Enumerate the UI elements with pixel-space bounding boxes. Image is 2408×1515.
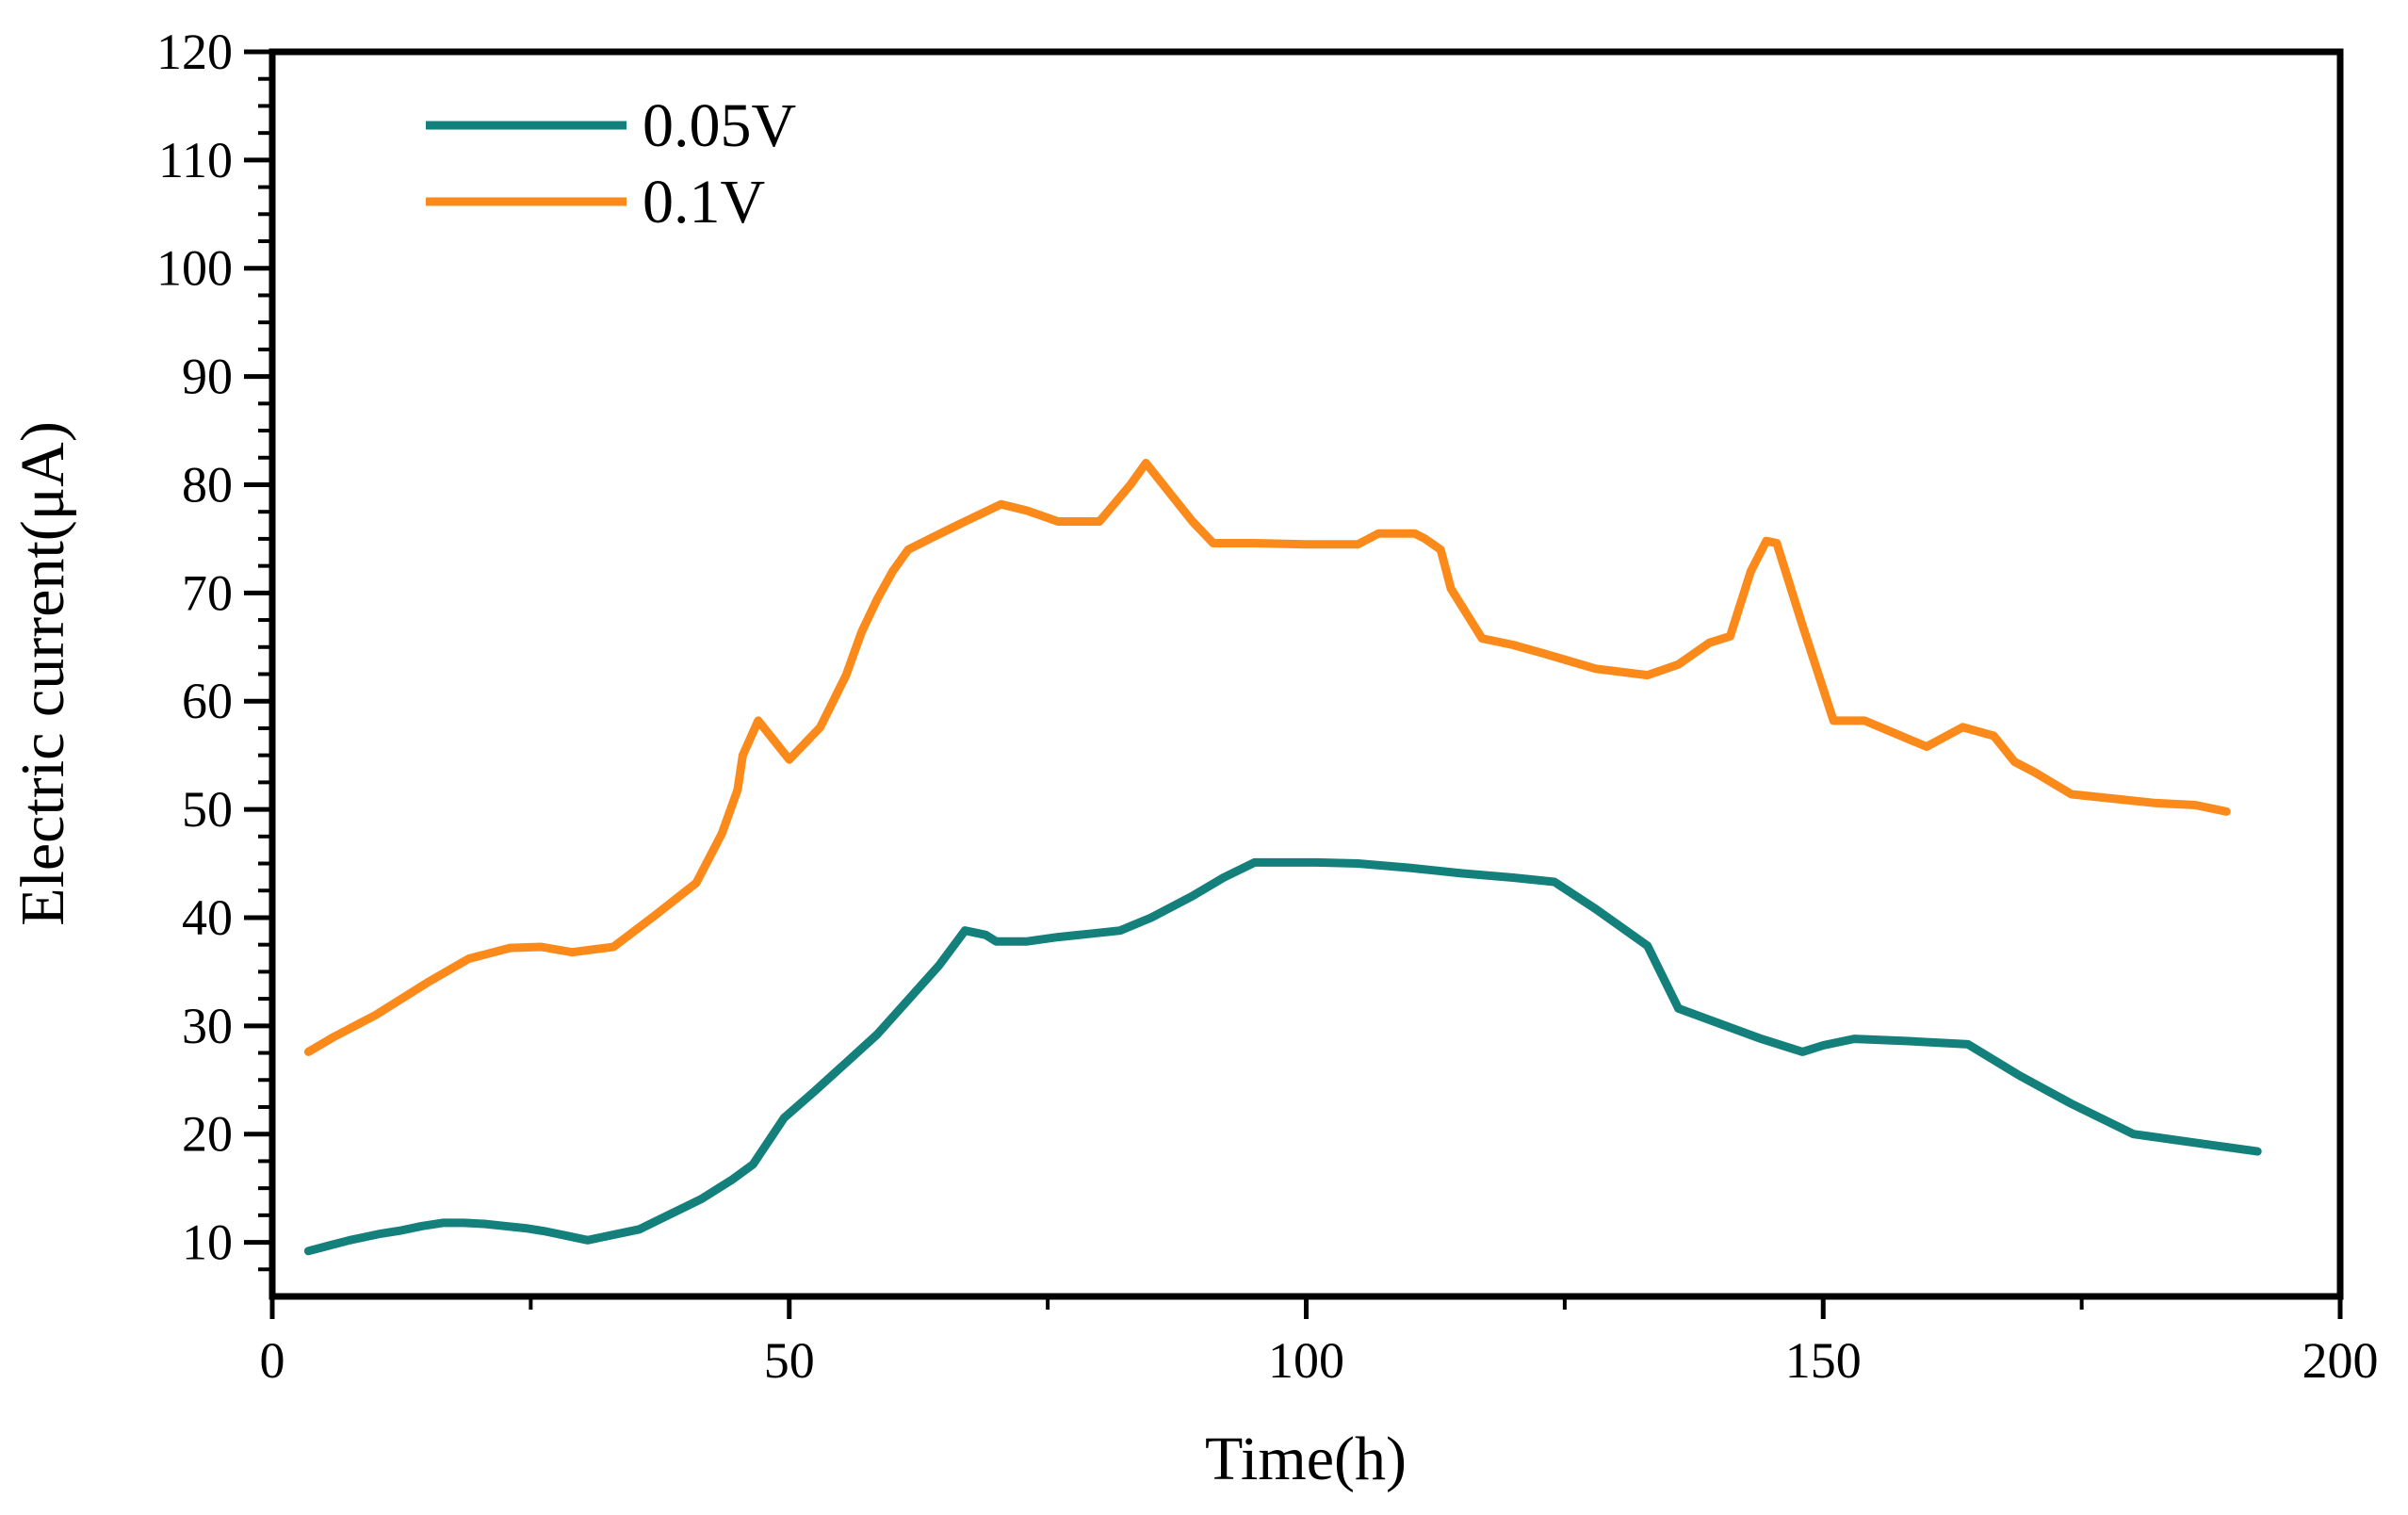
y-tick-label: 110	[158, 132, 233, 188]
y-tick-label: 30	[182, 998, 233, 1054]
legend-label-0.05v: 0.05V	[643, 91, 796, 160]
x-tick-label: 150	[1785, 1332, 1862, 1389]
y-tick-label: 80	[182, 456, 233, 513]
y-tick-label: 90	[182, 349, 233, 405]
y-tick-label: 40	[182, 889, 233, 946]
legend-label-0.1v: 0.1V	[643, 168, 765, 236]
series-line-0.05v	[303, 857, 2262, 1256]
y-tick-label: 60	[182, 673, 233, 729]
y-tick-label: 10	[182, 1214, 233, 1271]
x-axis: 0 50 100 150 200	[260, 1296, 2379, 1389]
plot-area-frame	[268, 48, 2344, 1300]
legend: 0.05V 0.1V	[426, 91, 796, 236]
y-tick-label: 100	[156, 240, 233, 297]
x-tick-label: 50	[764, 1332, 815, 1389]
y-axis: 10 20 30 40 50 60 70 80 90 100 110 120	[156, 24, 272, 1272]
y-tick-label: 70	[182, 564, 233, 621]
series-lines	[303, 459, 2262, 1256]
y-tick-label: 50	[182, 781, 233, 838]
x-tick-label: 0	[260, 1332, 285, 1389]
x-axis-title: Time(h)	[1205, 1425, 1407, 1493]
y-axis-title: Electric current(μA)	[8, 421, 77, 926]
y-tick-label: 120	[156, 24, 233, 80]
series-line-0.1v	[303, 459, 2231, 1056]
x-tick-label: 100	[1268, 1332, 1344, 1389]
x-tick-label: 200	[2302, 1332, 2379, 1389]
y-tick-label: 20	[182, 1106, 233, 1163]
